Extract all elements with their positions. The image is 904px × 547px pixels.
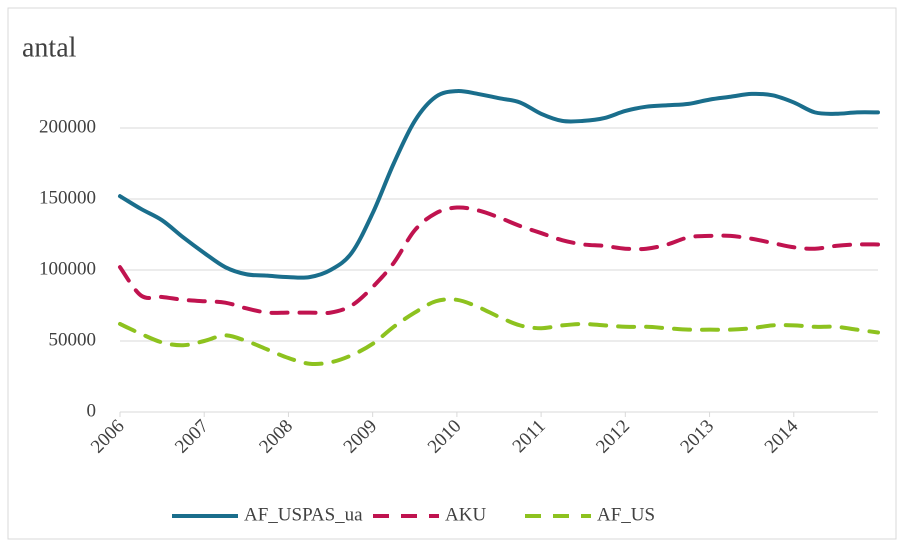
y-tick-label: 50000 xyxy=(49,329,97,350)
y-tick-label: 0 xyxy=(87,400,97,421)
y-tick-label: 200000 xyxy=(39,116,96,137)
y-tick-label: 150000 xyxy=(39,187,96,208)
chart-title: antal xyxy=(22,32,77,63)
legend-label: AKU xyxy=(445,504,486,525)
y-tick-label: 100000 xyxy=(39,258,96,279)
legend-label: AF_USPAS_ua xyxy=(244,504,363,525)
series-line xyxy=(118,205,880,316)
legend-label: AF_US xyxy=(597,504,655,525)
chart-border xyxy=(7,7,897,540)
series-line xyxy=(118,89,880,280)
